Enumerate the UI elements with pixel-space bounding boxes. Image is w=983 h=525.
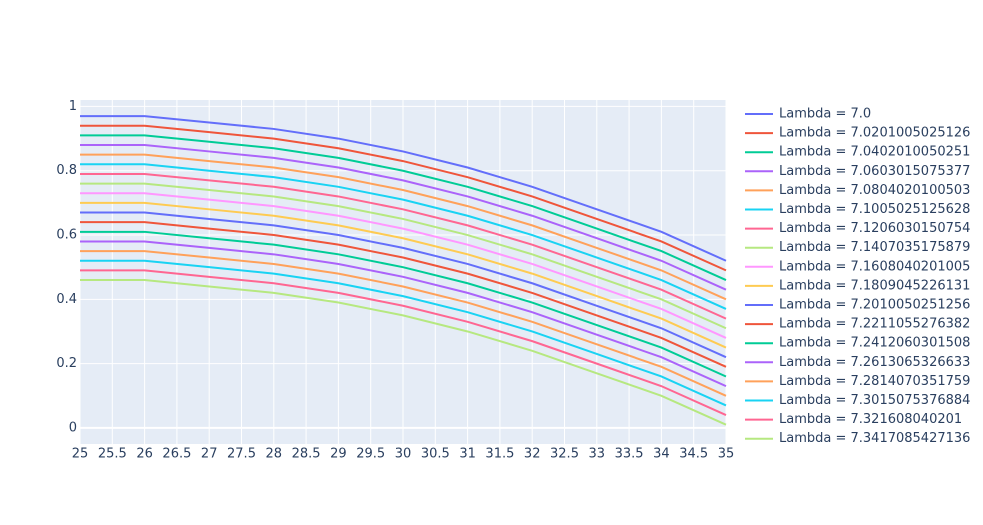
y-tick-label: 0.2 bbox=[56, 356, 77, 371]
legend-label[interactable]: Lambda = 7.3417085427136 bbox=[779, 431, 970, 446]
legend-label[interactable]: Lambda = 7.0804020100503 bbox=[779, 183, 970, 198]
x-tick-label: 30 bbox=[395, 447, 412, 462]
series-line bbox=[80, 134, 727, 281]
x-tick-label: 34 bbox=[653, 447, 670, 462]
x-tick-label: 34.5 bbox=[679, 447, 708, 462]
y-tick-label: 0.4 bbox=[56, 292, 77, 307]
x-tick-label: 28 bbox=[266, 447, 283, 462]
x-tick-label: 32 bbox=[524, 447, 541, 462]
series-line bbox=[80, 279, 727, 426]
series-line bbox=[80, 163, 727, 310]
x-tick-label: 29.5 bbox=[356, 447, 385, 462]
legend-label[interactable]: Lambda = 7.1608040201005 bbox=[779, 259, 970, 274]
x-tick-label: 33.5 bbox=[615, 447, 644, 462]
series-line bbox=[80, 115, 727, 262]
x-tick-label: 26.5 bbox=[162, 447, 191, 462]
series-line bbox=[80, 250, 727, 397]
x-tick-label: 25.5 bbox=[98, 447, 127, 462]
legend-label[interactable]: Lambda = 7.2814070351759 bbox=[779, 374, 970, 389]
series-line bbox=[80, 230, 727, 378]
x-tick-label: 31.5 bbox=[485, 447, 514, 462]
x-tick-label: 28.5 bbox=[292, 447, 321, 462]
legend-label[interactable]: Lambda = 7.321608040201 bbox=[779, 412, 962, 427]
series-line bbox=[80, 153, 727, 301]
y-tick-label: 0 bbox=[69, 420, 77, 435]
x-tick-label: 33 bbox=[589, 447, 606, 462]
series-line bbox=[80, 124, 727, 272]
series-line bbox=[80, 259, 727, 407]
series-line bbox=[80, 240, 727, 388]
legend-label[interactable]: Lambda = 7.1809045226131 bbox=[779, 278, 970, 293]
legend-label[interactable]: Lambda = 7.3015075376884 bbox=[779, 393, 970, 408]
x-tick-label: 30.5 bbox=[421, 447, 450, 462]
y-tick-label: 1 bbox=[69, 99, 77, 114]
series-line bbox=[80, 172, 727, 320]
series-line bbox=[80, 211, 727, 359]
legend-label[interactable]: Lambda = 7.2010050251256 bbox=[779, 298, 970, 313]
legend-label[interactable]: Lambda = 7.0402010050251 bbox=[779, 145, 970, 160]
series-line bbox=[80, 269, 727, 416]
x-tick-label: 31 bbox=[459, 447, 476, 462]
legend-label[interactable]: Lambda = 7.2211055276382 bbox=[779, 317, 970, 332]
y-tick-label: 0.8 bbox=[56, 163, 77, 178]
legend-label[interactable]: Lambda = 7.0201005025126 bbox=[779, 126, 970, 141]
series-line bbox=[80, 144, 727, 291]
series-line bbox=[80, 192, 727, 339]
legend-label[interactable]: Lambda = 7.2613065326633 bbox=[779, 355, 970, 370]
x-tick-label: 27 bbox=[201, 447, 218, 462]
legend-label[interactable]: Lambda = 7.1005025125628 bbox=[779, 202, 970, 217]
series-line bbox=[80, 201, 727, 349]
legend-label[interactable]: Lambda = 7.0603015075377 bbox=[779, 164, 970, 179]
legend-label[interactable]: Lambda = 7.2412060301508 bbox=[779, 336, 970, 351]
legend-label[interactable]: Lambda = 7.1206030150754 bbox=[779, 221, 970, 236]
y-tick-label: 0.6 bbox=[56, 228, 77, 243]
x-tick-label: 29 bbox=[330, 447, 347, 462]
x-tick-label: 32.5 bbox=[550, 447, 579, 462]
legend-label[interactable]: Lambda = 7.1407035175879 bbox=[779, 240, 970, 255]
x-tick-label: 26 bbox=[136, 447, 153, 462]
x-tick-label: 35 bbox=[718, 447, 735, 462]
x-tick-label: 27.5 bbox=[227, 447, 256, 462]
series-line bbox=[80, 221, 727, 368]
x-tick-label: 25 bbox=[72, 447, 89, 462]
legend-label[interactable]: Lambda = 7.0 bbox=[779, 107, 871, 122]
series-line bbox=[80, 182, 727, 330]
